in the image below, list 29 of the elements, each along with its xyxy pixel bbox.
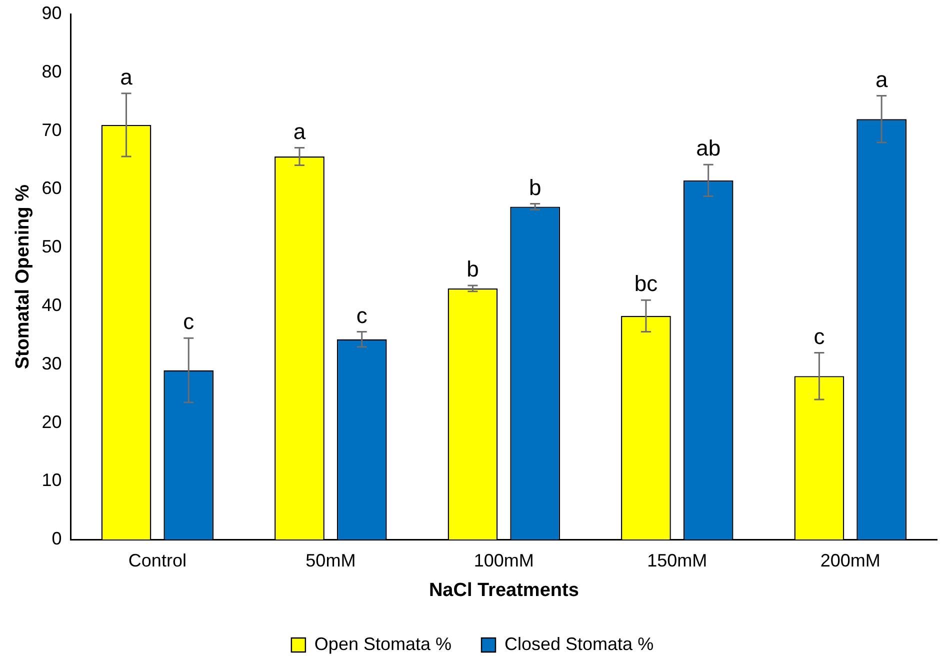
data-label: a	[875, 66, 888, 92]
data-label: bc	[634, 271, 658, 296]
y-tick-label: 80	[42, 61, 62, 82]
x-tick-label: 50mM	[306, 550, 356, 570]
data-label: c	[814, 324, 825, 349]
x-tick-label: 150mM	[647, 550, 708, 570]
y-tick-label: 40	[42, 294, 62, 315]
y-tick-label: 10	[42, 470, 62, 490]
x-tick-label: Control	[128, 550, 186, 570]
data-label: b	[528, 174, 542, 200]
y-tick-label: 0	[52, 528, 62, 549]
data-label: c	[356, 302, 368, 328]
x-tick-label: 200mM	[820, 550, 880, 570]
y-tick-label: 90	[42, 2, 62, 23]
data-label: b	[466, 256, 479, 282]
legend-label: Open Stomata %	[314, 634, 452, 654]
y-tick-label: 60	[42, 178, 62, 198]
y-tick-label: 20	[42, 412, 62, 432]
legend-label: Closed Stomata %	[504, 634, 654, 654]
y-tick-label: 30	[42, 353, 62, 374]
x-axis-title: NaCl Treatments	[428, 580, 579, 601]
x-tick-label: 100mM	[474, 550, 534, 570]
data-label: ab	[696, 136, 721, 161]
y-axis-title: Stomatal Opening %	[12, 184, 34, 370]
data-label: a	[293, 118, 306, 144]
data-label: a	[120, 64, 134, 90]
y-tick-label: 70	[42, 120, 62, 140]
y-tick-label: 50	[42, 236, 62, 257]
data-label: c	[183, 309, 194, 334]
